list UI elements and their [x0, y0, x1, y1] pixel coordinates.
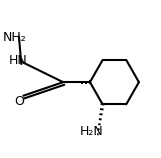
Text: O: O [14, 95, 24, 108]
Text: HN: HN [9, 54, 28, 67]
Text: NH₂: NH₂ [2, 31, 26, 44]
Text: H₂N: H₂N [80, 125, 103, 138]
